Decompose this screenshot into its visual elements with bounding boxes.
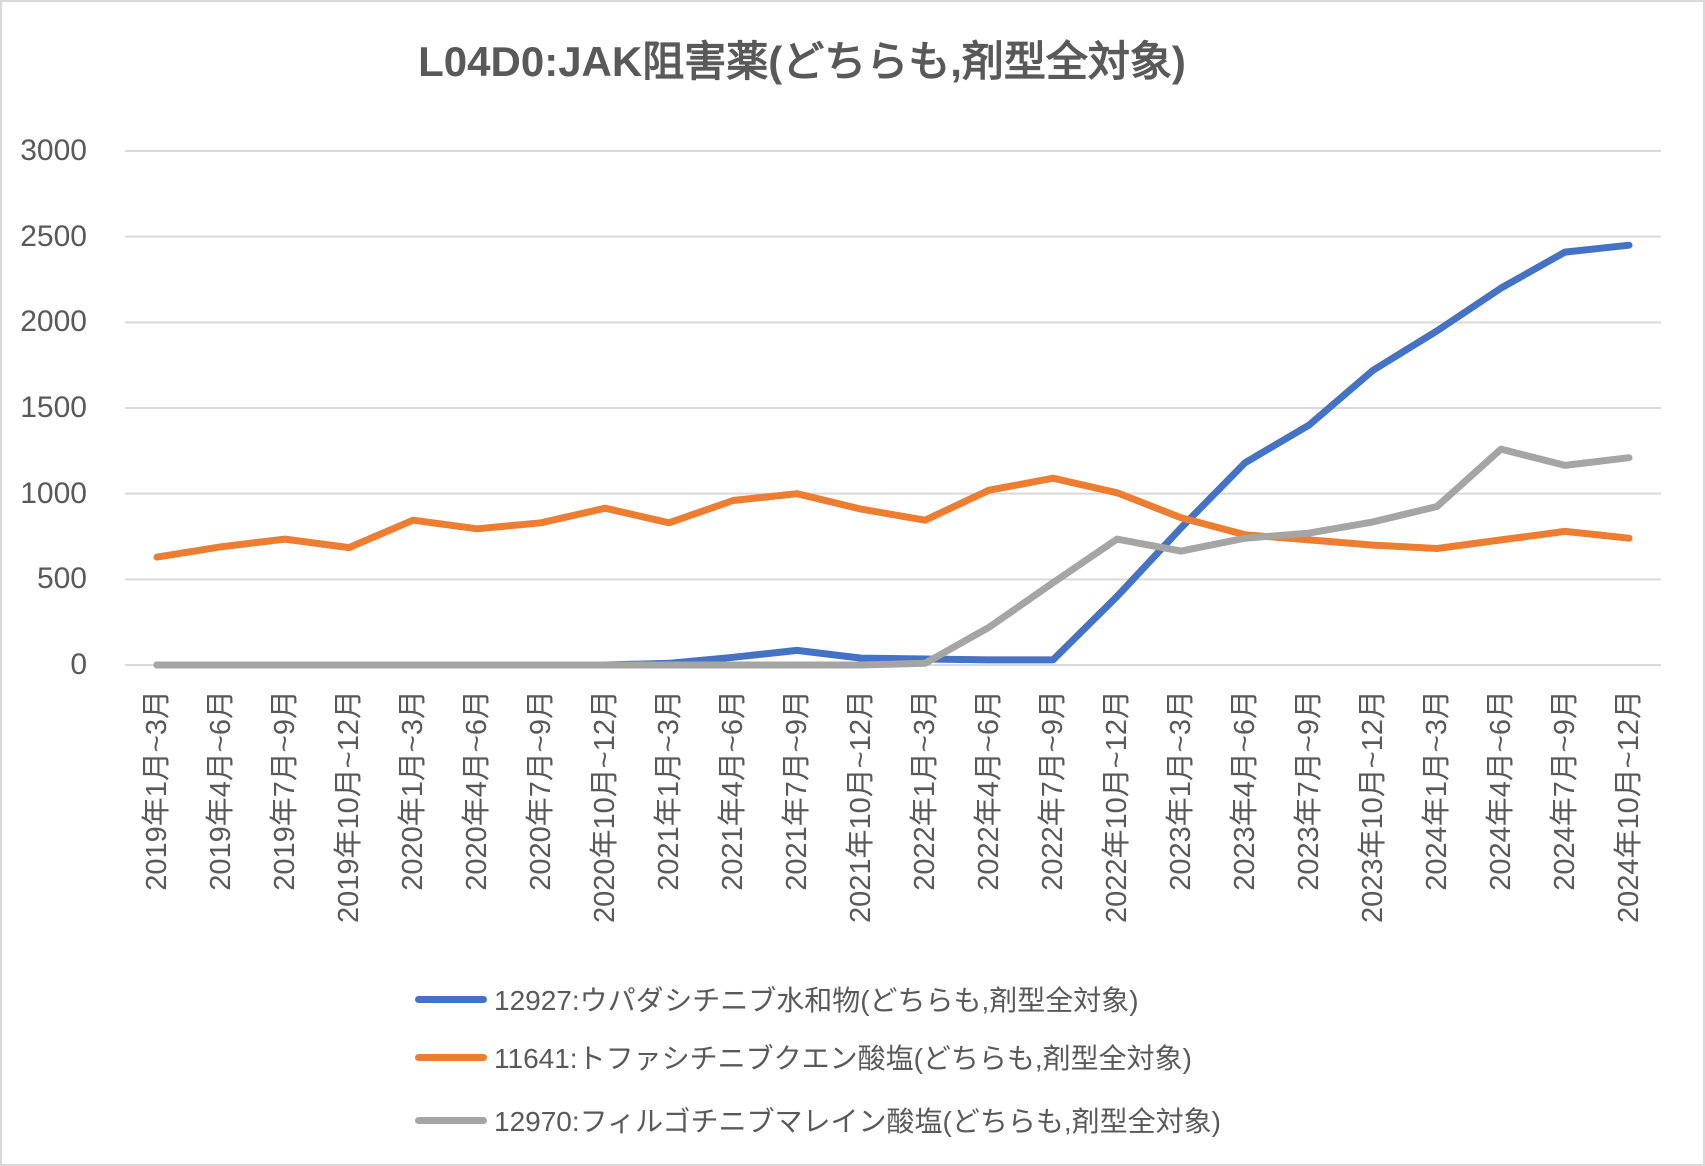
x-axis-tick-label-23: 2024年10月~12月 <box>1613 690 1645 923</box>
y-axis-tick-label-3000: 3000 <box>20 134 87 167</box>
y-axis-tick-label-1000: 1000 <box>20 476 87 510</box>
legend-item-2: 12970:フィルゴチニブマレイン酸塩(どちらも,剤型全対象) <box>415 1103 1221 1137</box>
series-line-1 <box>153 474 1633 561</box>
x-axis-tick-label-3: 2019年10月~12月 <box>333 690 365 923</box>
x-axis-tick-label-5: 2020年4月~6月 <box>461 690 493 891</box>
x-axis-tick-label-8: 2021年1月~3月 <box>653 690 685 891</box>
y-axis-tick-label-500: 500 <box>36 562 87 596</box>
legend-label-2: 12970:フィルゴチニブマレイン酸塩(どちらも,剤型全対象) <box>494 1106 1221 1137</box>
legend-item-1: 11641:トファシチニブクエン酸塩(どちらも,剤型全対象) <box>415 1040 1192 1074</box>
x-axis-tick-label-1: 2019年4月~6月 <box>205 690 237 891</box>
x-axis-tick-label-10: 2021年7月~9月 <box>781 690 813 891</box>
x-axis-tick-label-11: 2021年10月~12月 <box>845 690 877 923</box>
x-axis-tick-label-22: 2024年7月~9月 <box>1549 690 1581 891</box>
x-axis-tick-label-20: 2024年1月~3月 <box>1421 690 1453 891</box>
y-axis-tick-label-2500: 2500 <box>20 219 87 253</box>
x-axis-tick-label-14: 2022年7月~9月 <box>1037 690 1069 891</box>
y-axis-tick-label-1500: 1500 <box>20 391 87 424</box>
x-axis-tick-label-18: 2023年7月~9月 <box>1293 690 1325 891</box>
x-axis-tick-label-19: 2023年10月~12月 <box>1357 690 1389 923</box>
x-axis-tick-label-12: 2022年1月~3月 <box>909 690 941 891</box>
x-axis-tick-label-17: 2023年4月~6月 <box>1229 690 1261 891</box>
series-line-0 <box>153 241 1633 669</box>
x-axis-tick-label-6: 2020年7月~9月 <box>525 690 557 891</box>
x-axis-tick-label-7: 2020年10月~12月 <box>589 690 621 923</box>
x-axis-tick-label-15: 2022年10月~12月 <box>1101 690 1133 923</box>
x-axis-tick-label-16: 2023年1月~3月 <box>1165 690 1197 891</box>
chart-title: L04D0:JAK阻害薬(どちらも,剤型全対象) <box>418 38 1186 85</box>
legend-line-swatch-2 <box>415 1116 487 1124</box>
y-axis-tick-label-0: 0 <box>70 648 87 681</box>
legend-line-swatch-1 <box>415 1053 487 1061</box>
x-axis-tick-label-0: 2019年1月~3月 <box>141 690 173 891</box>
x-axis-tick-label-4: 2020年1月~3月 <box>397 690 429 891</box>
legend-line-swatch-0 <box>415 995 487 1003</box>
legend-item-0: 12927:ウパダシチニブ水和物(どちらも,剤型全対象) <box>415 982 1139 1016</box>
legend-label-1: 11641:トファシチニブクエン酸塩(どちらも,剤型全対象) <box>494 1043 1192 1074</box>
x-axis-tick-label-13: 2022年4月~6月 <box>973 690 1005 891</box>
series-line-2 <box>153 445 1633 669</box>
x-axis-tick-label-9: 2021年4月~6月 <box>717 690 749 891</box>
legend-label-0: 12927:ウパダシチニブ水和物(どちらも,剤型全対象) <box>494 985 1139 1016</box>
x-axis-tick-label-2: 2019年7月~9月 <box>269 690 301 891</box>
y-axis-tick-label-2000: 2000 <box>20 305 87 339</box>
x-axis-tick-label-21: 2024年4月~6月 <box>1485 690 1517 891</box>
